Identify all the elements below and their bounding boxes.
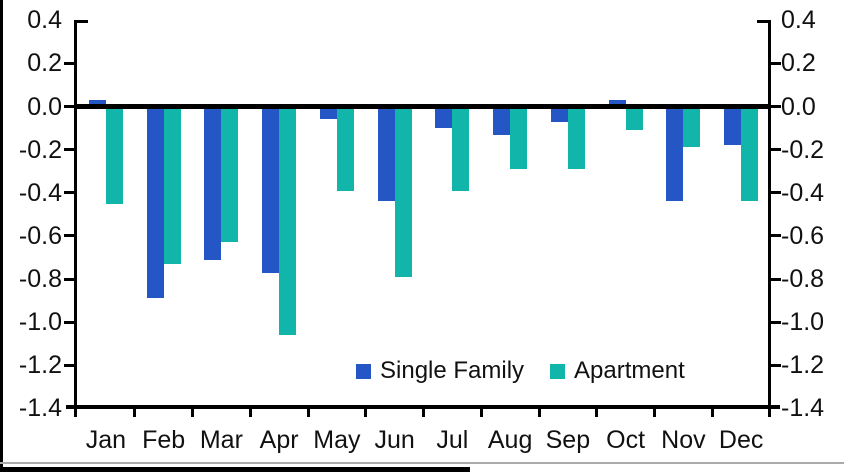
bottom-frame-line (0, 462, 844, 464)
apartment-swatch-icon (550, 363, 566, 379)
bar-single-family-jul (435, 106, 453, 129)
x-tick-mark (422, 405, 425, 417)
y-tick-label-left: -1.0 (18, 308, 62, 337)
legend-label: Single Family (380, 357, 525, 384)
bar-single-family-jan (88, 100, 106, 107)
x-tick-mark (248, 405, 252, 417)
left-frame-border (0, 0, 3, 472)
bar-apartment-feb (163, 106, 181, 264)
x-tick-mark (479, 405, 483, 417)
bar-apartment-may (336, 106, 354, 191)
y-tick-mark-left (64, 234, 74, 238)
single-family-swatch-icon (356, 363, 371, 379)
y-tick-label-right: -0.4 (781, 178, 825, 207)
y-tick-label-right: -0.6 (781, 221, 825, 250)
bar-apartment-jan (105, 106, 123, 204)
bar-apartment-dec (741, 106, 759, 202)
legend-item-single-family: Single Family (356, 357, 524, 385)
x-tick-mark (710, 405, 714, 417)
x-tick-label: Mar (199, 426, 243, 454)
bar-apartment-jul (452, 106, 470, 191)
y-tick-mark-left (64, 61, 74, 65)
y-tick-label-right: -0.2 (781, 135, 825, 164)
x-tick-mark (191, 405, 194, 417)
x-tick-label: Feb (142, 426, 186, 454)
y-tick-label-left: -0.2 (18, 135, 62, 164)
x-tick-mark (133, 405, 137, 417)
bar-single-family-sep (550, 106, 568, 122)
y-tick-mark-right (771, 148, 781, 152)
y-tick-label-left: -0.6 (18, 221, 62, 250)
x-tick-label: Dec (718, 426, 764, 454)
y-tick-label-right: -1.0 (781, 308, 825, 337)
bar-apartment-mar (221, 106, 239, 243)
y-tick-label-left: 0.0 (27, 92, 62, 121)
bar-apartment-jun (394, 106, 412, 277)
bar-apartment-oct (625, 106, 643, 131)
y-tick-label-right: 0.4 (781, 6, 816, 35)
x-tick-mark (537, 405, 541, 417)
y-tick-mark-left (64, 148, 74, 152)
y-axis-left-top-cap (74, 20, 88, 23)
y-tick-mark-right (771, 363, 781, 367)
bar-single-family-jun (377, 106, 395, 202)
y-tick-mark-left (64, 105, 74, 108)
bottom-frame-border (0, 467, 470, 472)
bar-single-family-aug (493, 106, 511, 135)
y-tick-label-right: 0.0 (781, 92, 816, 121)
y-axis-right-top-cap (757, 20, 771, 23)
x-tick-label: Aug (487, 426, 533, 454)
y-tick-mark-left (64, 191, 74, 195)
bar-apartment-aug (510, 106, 528, 170)
y-tick-label-left: -1.4 (18, 394, 62, 423)
y-tick-mark-right (771, 277, 781, 281)
x-tick-label: Oct (606, 426, 646, 454)
y-tick-label-right: 0.2 (781, 49, 816, 78)
y-tick-mark-right (771, 105, 781, 108)
y-tick-label-left: 0.2 (27, 49, 62, 78)
x-tick-mark (364, 405, 368, 417)
y-tick-mark-right (771, 234, 781, 238)
bar-single-family-feb (146, 106, 164, 299)
y-tick-mark-right (771, 320, 781, 324)
bar-apartment-nov (683, 106, 701, 148)
y-tick-label-left: -1.2 (18, 351, 62, 380)
x-tick-mark (595, 405, 599, 417)
x-tick-mark (306, 405, 310, 417)
y-axis-left (74, 20, 77, 417)
x-tick-label: Jul (436, 426, 469, 454)
y-tick-label-left: 0.4 (27, 6, 62, 35)
y-tick-label-right: -1.4 (781, 394, 825, 423)
bar-single-family-oct (608, 100, 626, 107)
y-tick-mark-left (64, 277, 74, 281)
x-tick-label: Jun (374, 426, 415, 454)
bar-apartment-apr (279, 106, 297, 336)
legend-item-apartment: Apartment (550, 357, 685, 385)
x-tick-label: Nov (661, 426, 706, 454)
legend: Single Family Apartment (356, 357, 685, 385)
legend-label: Apartment (574, 357, 685, 384)
y-tick-label-left: -0.4 (18, 178, 62, 207)
y-tick-label-left: -0.8 (18, 265, 62, 294)
x-tick-mark (653, 405, 656, 417)
y-tick-mark-left (64, 320, 74, 324)
x-tick-label: Sep (545, 426, 591, 454)
x-tick-label: Jan (85, 426, 127, 454)
x-tick-label: Apr (259, 426, 299, 454)
y-tick-mark-right (771, 191, 781, 195)
x-tick-label: May (313, 426, 361, 454)
bar-single-family-dec (724, 106, 742, 146)
y-tick-label-right: -0.8 (781, 265, 825, 294)
bar-single-family-mar (204, 106, 222, 260)
zero-line (77, 104, 768, 109)
y-tick-label-right: -1.2 (781, 351, 825, 380)
y-tick-mark-left (64, 363, 74, 367)
y-axis-right (768, 20, 771, 417)
bar-single-family-apr (262, 106, 280, 273)
bar-single-family-nov (666, 106, 684, 202)
bar-apartment-sep (567, 106, 585, 170)
y-tick-mark-right (771, 61, 781, 65)
bar-single-family-may (319, 106, 337, 120)
